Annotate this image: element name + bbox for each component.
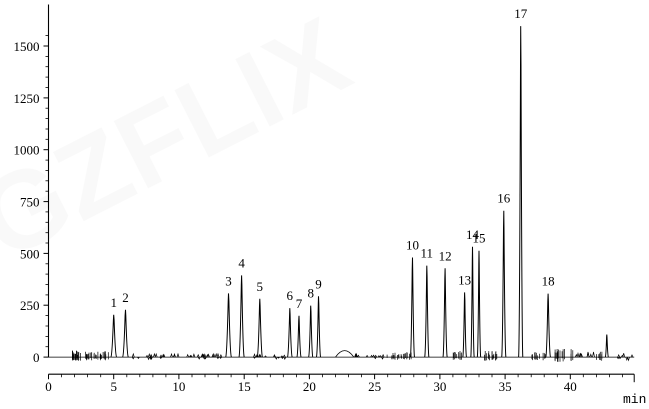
svg-text:16: 16 (497, 191, 511, 206)
svg-text:25: 25 (368, 379, 381, 394)
svg-text:17: 17 (514, 6, 528, 21)
svg-text:10: 10 (172, 379, 185, 394)
svg-text:1500: 1500 (14, 39, 40, 54)
svg-text:8: 8 (307, 286, 314, 301)
svg-text:1: 1 (110, 295, 117, 310)
svg-text:5: 5 (110, 379, 117, 394)
svg-text:1000: 1000 (14, 143, 40, 158)
svg-text:5: 5 (257, 279, 264, 294)
svg-text:30: 30 (433, 379, 446, 394)
svg-text:35: 35 (499, 379, 512, 394)
svg-text:15: 15 (238, 379, 251, 394)
svg-text:20: 20 (303, 379, 316, 394)
svg-text:7: 7 (296, 296, 303, 311)
svg-text:750: 750 (20, 195, 40, 210)
svg-text:min: min (623, 392, 646, 407)
svg-text:1250: 1250 (14, 91, 40, 106)
svg-text:18: 18 (542, 274, 555, 289)
svg-text:3: 3 (225, 273, 232, 288)
svg-text:12: 12 (439, 248, 452, 263)
svg-text:11: 11 (421, 246, 434, 261)
svg-text:250: 250 (20, 298, 40, 313)
svg-text:2: 2 (122, 290, 129, 305)
svg-text:6: 6 (287, 288, 294, 303)
svg-text:15: 15 (473, 231, 486, 246)
svg-text:10: 10 (406, 238, 419, 253)
svg-text:40: 40 (564, 379, 577, 394)
svg-text:0: 0 (45, 379, 52, 394)
svg-text:500: 500 (20, 246, 40, 261)
svg-text:0: 0 (33, 350, 40, 365)
svg-text:4: 4 (238, 255, 245, 270)
svg-text:13: 13 (458, 272, 471, 287)
svg-text:9: 9 (315, 276, 322, 291)
